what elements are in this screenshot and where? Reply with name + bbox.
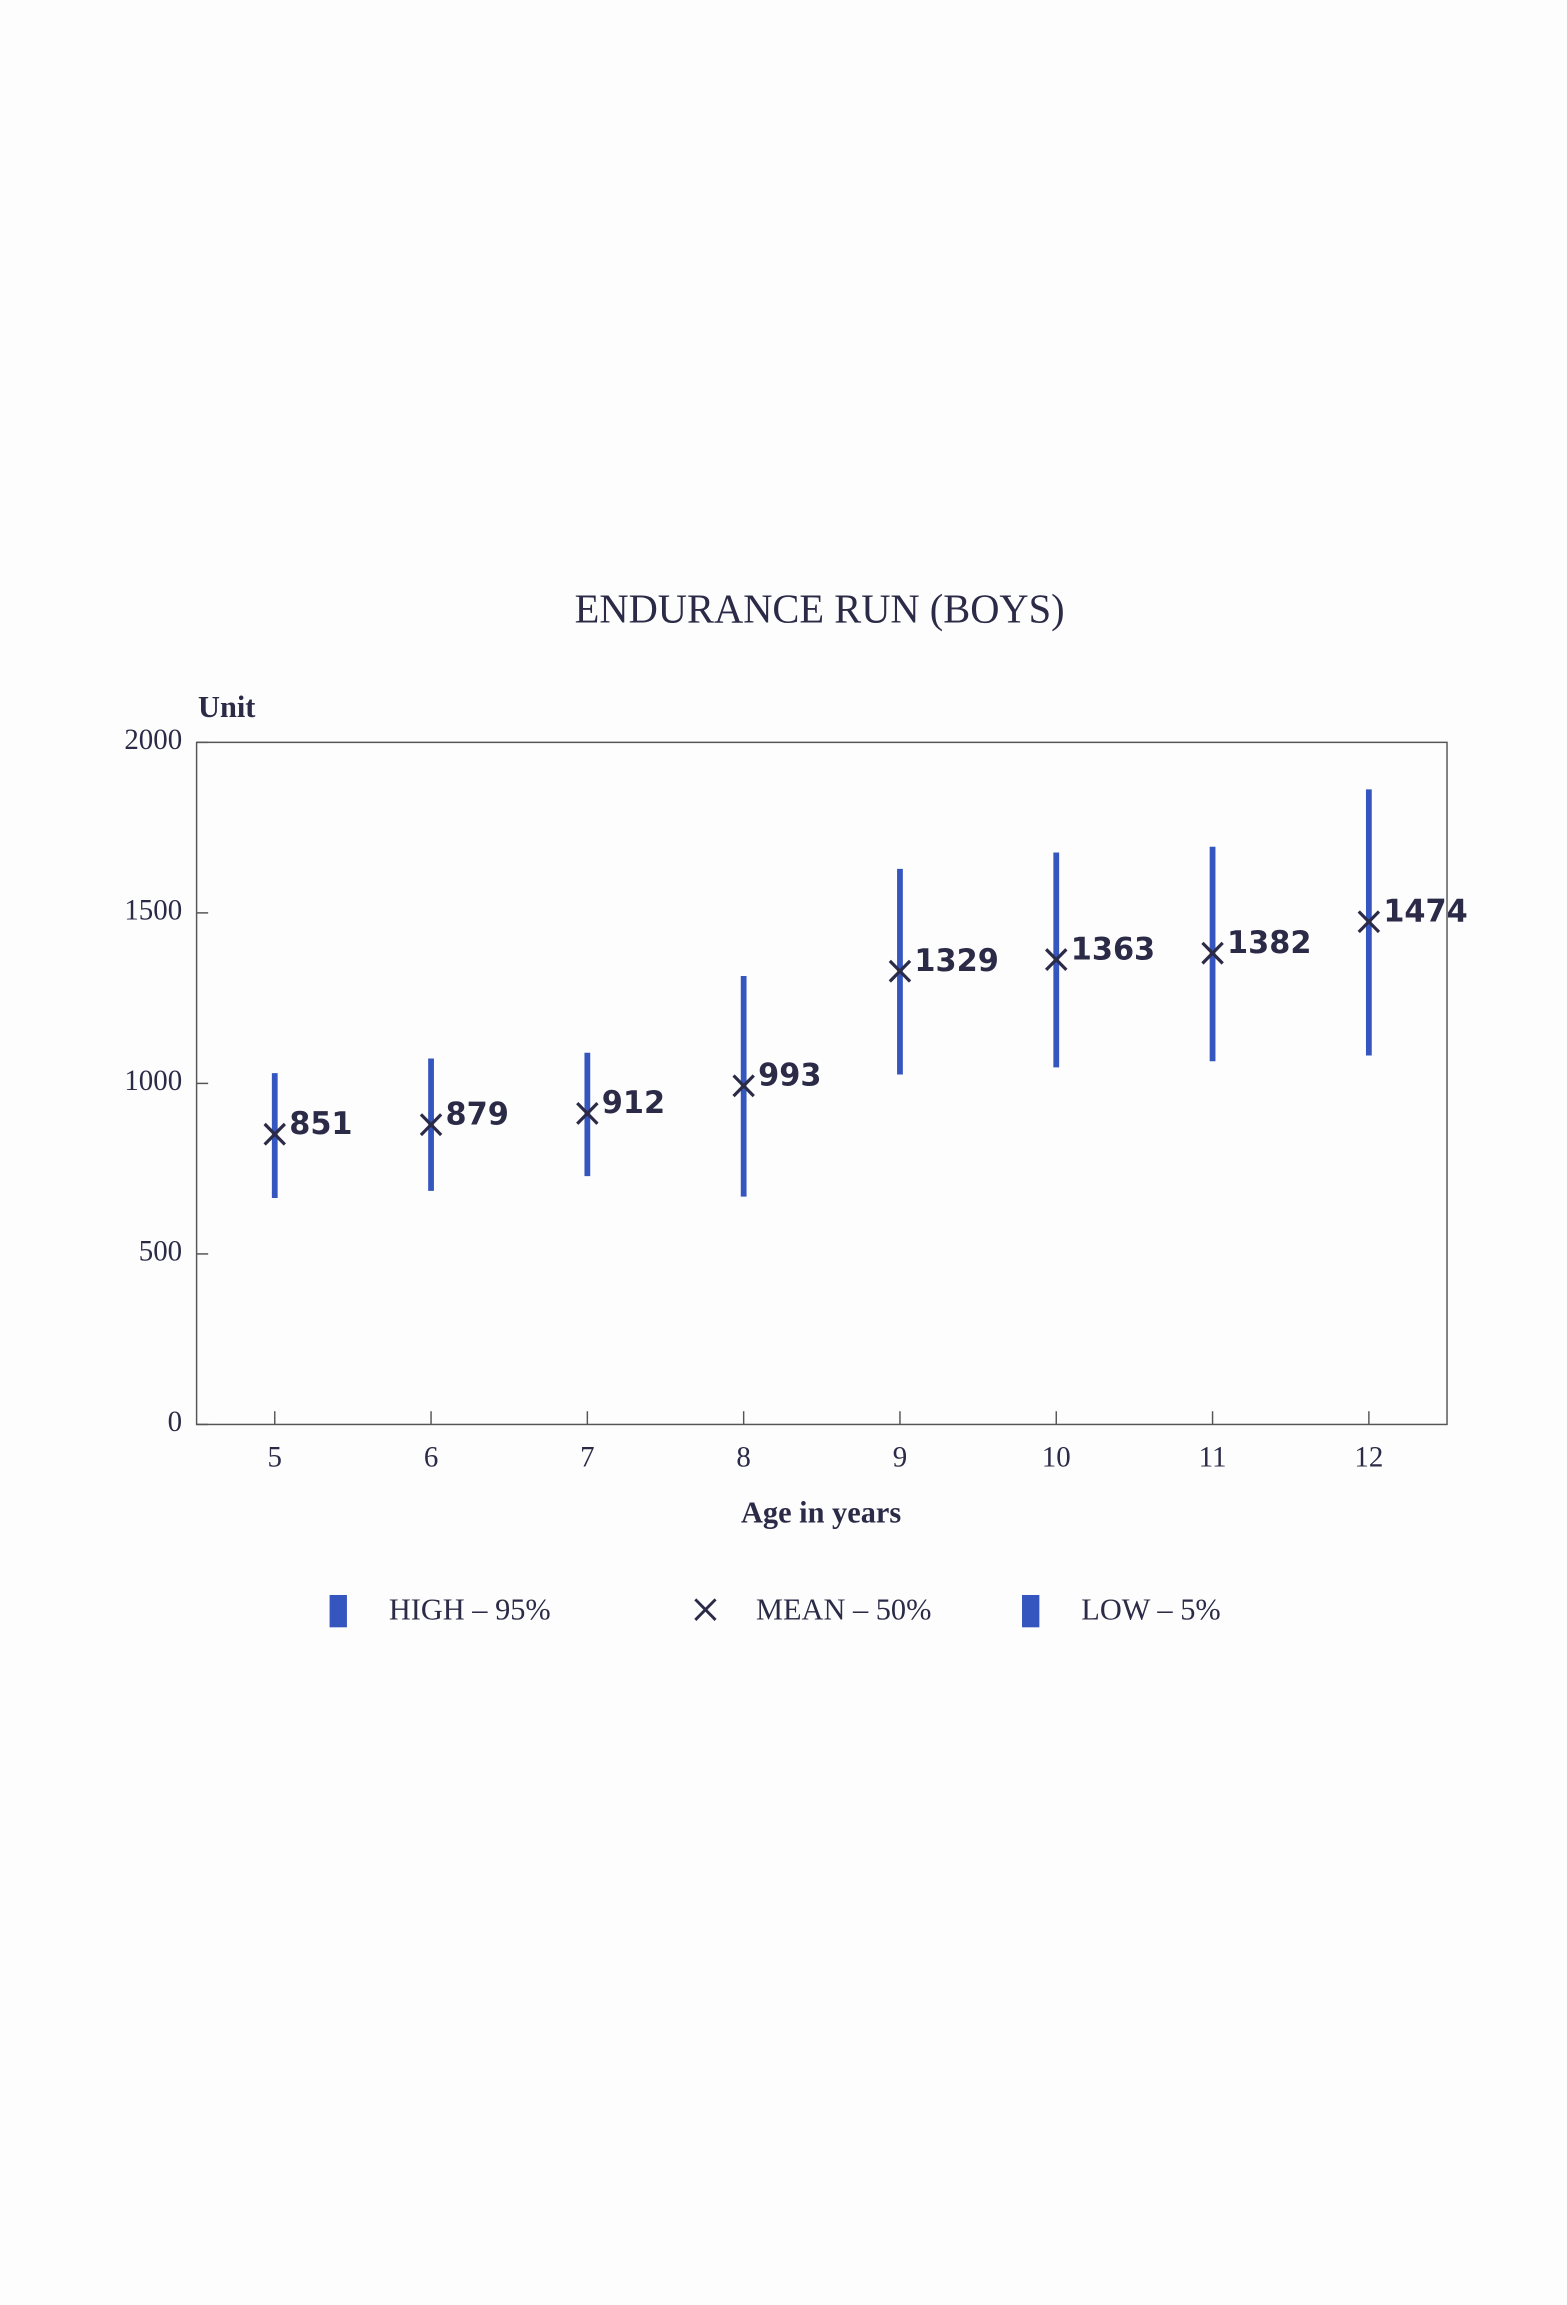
mean-marker [888,959,912,983]
y-axis-label: Unit [198,690,256,724]
legend-marker [694,1598,717,1622]
legend-label: MEAN – 50% [756,1592,931,1626]
legend-label: HIGH – 95% [389,1592,551,1626]
legend-label: LOW – 5% [1081,1592,1220,1626]
x-axis-label: Age in years [741,1495,901,1529]
mean-marker [1201,941,1224,965]
x-tick-label: 10 [1042,1441,1071,1473]
mean-marker [1045,948,1068,972]
mean-marker [576,1101,599,1125]
x-tick-label: 11 [1199,1441,1227,1473]
y-tick-label: 2000 [124,724,182,756]
value-label: 851 [289,1107,352,1142]
y-tick-label: 1000 [124,1065,182,1097]
mean-marker [1357,910,1381,934]
y-tick-label: 0 [168,1406,182,1438]
value-label: 1474 [1383,894,1467,929]
value-label: 879 [446,1097,509,1132]
mean-marker [732,1074,755,1098]
value-label: 1382 [1227,926,1311,961]
legend-swatch [329,1594,347,1628]
value-label: 912 [602,1086,665,1121]
x-tick-label: 8 [736,1441,750,1473]
mean-marker [419,1113,443,1137]
mean-marker [263,1122,286,1146]
x-tick-label: 5 [268,1441,282,1473]
x-tick-label: 7 [580,1441,594,1473]
legend-swatch [1022,1594,1040,1628]
chart-title: ENDURANCE RUN (BOYS) [575,586,1065,631]
y-tick-label: 500 [139,1235,182,1267]
value-label: 993 [758,1058,821,1093]
plot-frame [195,741,1448,1426]
y-tick-label: 1500 [124,894,182,926]
x-tick-label: 12 [1354,1441,1383,1473]
value-label: 1363 [1071,932,1155,967]
x-tick-label: 9 [893,1441,907,1473]
value-label: 1329 [914,944,998,979]
x-tick-label: 6 [424,1441,438,1473]
